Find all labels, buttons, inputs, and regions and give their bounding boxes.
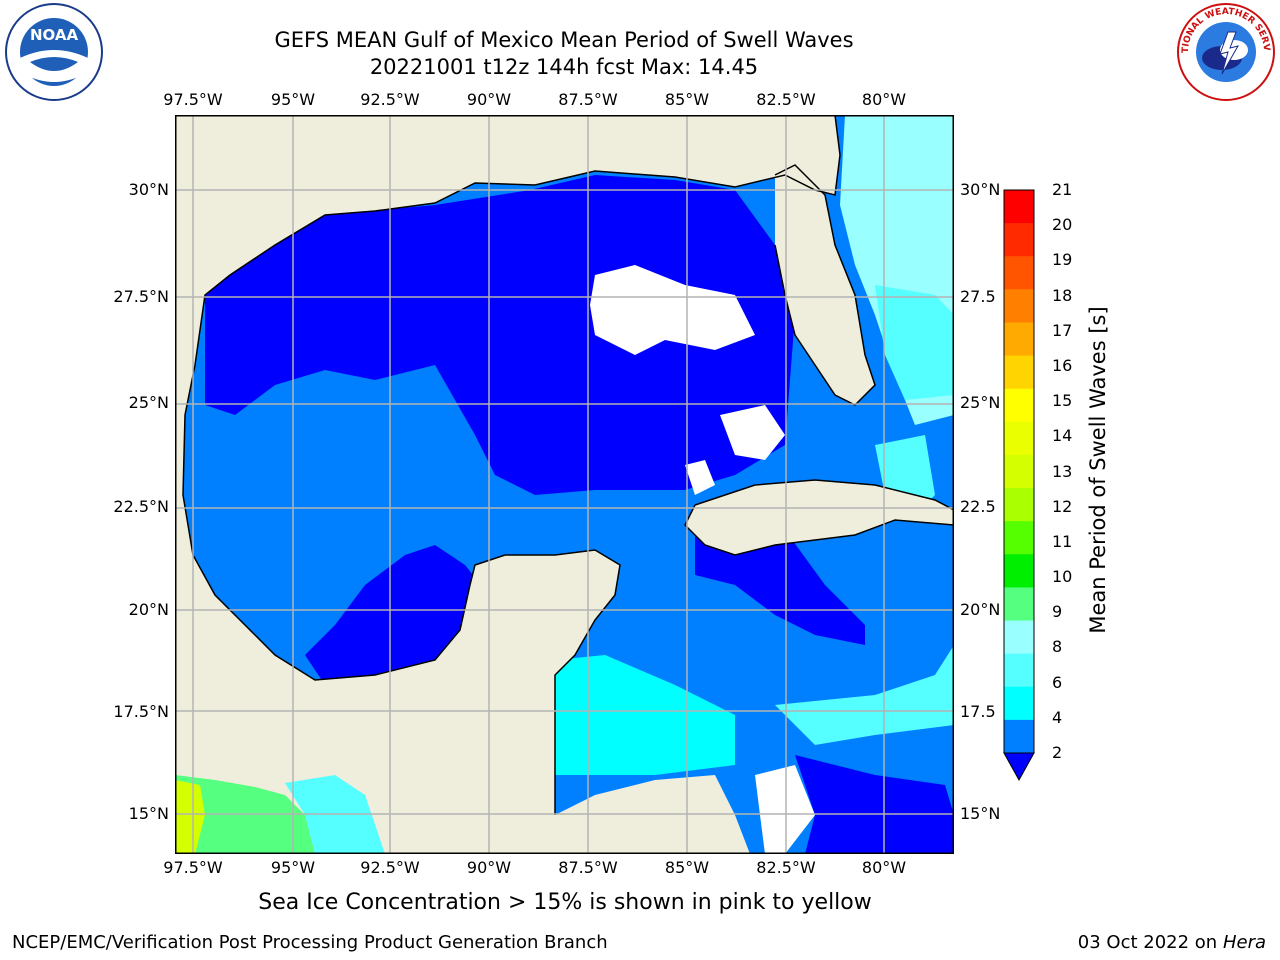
colorbar-tick-label: 13 (1052, 461, 1073, 481)
colorbar-tick-label: 11 (1052, 531, 1073, 551)
nodata-patch-1 (590, 265, 755, 355)
colorbar-segment (1004, 289, 1034, 323)
lat-tick-left: 20°N (128, 600, 169, 619)
lon-tick-bottom: 87.5°W (558, 858, 618, 877)
swell-region-6s-carib (775, 645, 954, 745)
land-mass-mexico-us (175, 115, 840, 854)
colorbar-tick-label: 6 (1052, 672, 1063, 692)
lat-tick-left: 17.5°N (113, 702, 169, 721)
lon-tick-bottom: 82.5°W (756, 858, 816, 877)
lon-tick-top: 97.5°W (163, 90, 223, 109)
swell-region-4s-caribsw (555, 655, 735, 775)
colorbar-tick-label: 10 (1052, 567, 1073, 587)
land-mass-cuba (685, 480, 954, 555)
lon-tick-bottom: 92.5°W (360, 858, 420, 877)
lat-tick-right: 20°N (960, 600, 1001, 619)
colorbar-tick-label: 9 (1052, 602, 1063, 622)
colorbar-segment (1004, 521, 1034, 555)
map-title: GEFS MEAN Gulf of Mexico Mean Period of … (274, 28, 854, 52)
map-frame (175, 115, 954, 854)
lon-tick-top: 90°W (466, 90, 512, 109)
lat-tick-left: 22.5°N (113, 497, 169, 516)
noaa-logo: NOAA (5, 3, 103, 101)
lat-tick-right: 17.5 (960, 702, 996, 721)
colorbar-segment (1004, 587, 1034, 622)
colorbar-tick-label: 20 (1052, 215, 1073, 235)
swell-region-2s-se (795, 755, 954, 854)
colorbar-tick-label: 4 (1052, 707, 1063, 727)
swell-region-2s-sw (305, 545, 485, 685)
colorbar-tick-label: 2 (1052, 743, 1063, 762)
colorbar-segment (1004, 421, 1034, 456)
colorbar-segment (1004, 686, 1034, 721)
lon-tick-top: 87.5°W (558, 90, 618, 109)
swell-region-2s (205, 175, 795, 495)
lat-tick-right: 15°N (960, 804, 1001, 823)
nodata-patch-3 (685, 460, 715, 495)
lon-tick-top: 85°W (664, 90, 710, 109)
lon-tick-bottom: 80°W (861, 858, 907, 877)
colorbar-tick-label: 19 (1052, 250, 1073, 270)
coastline-gulf (182, 115, 841, 815)
colorbar-tick-label: 15 (1052, 391, 1073, 411)
lat-tick-left: 25°N (128, 393, 169, 412)
colorbar-segment (1004, 454, 1034, 489)
nodata-patch-4 (755, 765, 815, 854)
colorbar-segment (1004, 256, 1034, 290)
lat-tick-left: 15°N (128, 804, 169, 823)
swell-region-6s-east (875, 285, 954, 400)
land-mass-florida (775, 165, 875, 405)
colorbar (1003, 189, 1035, 782)
footer-date: 03 Oct 2022 on Hera (1077, 932, 1266, 953)
colorbar-segment (1004, 388, 1034, 423)
lon-tick-bottom: 85°W (664, 858, 710, 877)
colorbar-tick-label: 17 (1052, 320, 1073, 340)
lat-tick-right: 27.5 (960, 287, 996, 306)
lon-tick-bottom: 95°W (270, 858, 316, 877)
colorbar-tick-label: 12 (1052, 496, 1073, 516)
nws-logo: NATIONAL WEATHER SERVICE (1176, 2, 1275, 101)
lat-tick-right: 22.5 (960, 497, 996, 516)
colorbar-segment (1004, 355, 1034, 390)
lon-tick-top: 92.5°W (360, 90, 420, 109)
colorbar-segment (1004, 653, 1034, 688)
map-subtitle: 20221001 t12z 144h fcst Max: 14.45 (369, 55, 759, 79)
colorbar-under-triangle (1003, 752, 1035, 782)
lat-tick-left: 27.5°N (113, 287, 169, 306)
noaa-logo-text: NOAA (30, 26, 79, 44)
lon-tick-bottom: 90°W (466, 858, 512, 877)
seaice-region-yellow (175, 780, 205, 854)
map-panel (175, 115, 954, 854)
coastline-florida (774, 164, 876, 406)
graticule (175, 115, 954, 854)
lon-tick-top: 95°W (270, 90, 316, 109)
colorbar-tick-label: 16 (1052, 355, 1073, 375)
lon-tick-top: 80°W (861, 90, 907, 109)
colorbar-tick-label: 8 (1052, 637, 1063, 657)
colorbar-segment (1004, 190, 1034, 224)
colorbar-segment (1004, 223, 1034, 257)
lat-tick-right: 25°N (960, 393, 1001, 412)
colorbar-tick-label: 21 (1052, 180, 1073, 199)
colorbar-segment (1004, 554, 1034, 588)
colorbar-tick-label: 18 (1052, 285, 1073, 305)
footer-credit: NCEP/EMC/Verification Post Processing Pr… (12, 932, 608, 953)
lat-tick-right: 30°N (960, 180, 1001, 199)
nodata-patch-2 (720, 405, 785, 460)
lon-tick-bottom: 97.5°W (163, 858, 223, 877)
lon-tick-top: 82.5°W (756, 90, 816, 109)
coastline-cuba (684, 479, 954, 556)
colorbar-segment (1004, 719, 1034, 754)
colorbar-segment (1004, 620, 1034, 655)
colorbar-frame (1003, 189, 1035, 754)
colorbar-tick-label: 14 (1052, 426, 1073, 446)
colorbar-segment (1004, 322, 1034, 357)
lat-tick-left: 30°N (128, 180, 169, 199)
colorbar-segment (1004, 488, 1034, 522)
caption: Sea Ice Concentration > 15% is shown in … (258, 890, 872, 915)
